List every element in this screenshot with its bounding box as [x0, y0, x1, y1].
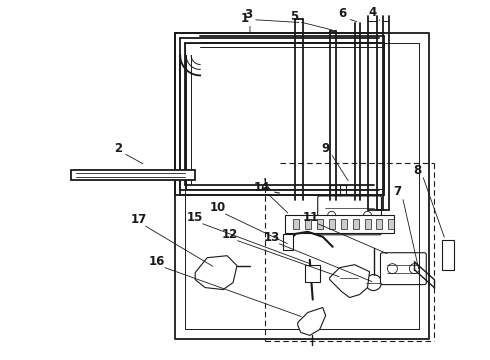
FancyBboxPatch shape [318, 196, 382, 235]
Text: 2: 2 [115, 141, 122, 155]
Polygon shape [329, 219, 335, 229]
Text: 15: 15 [187, 211, 203, 224]
Text: 13: 13 [264, 231, 280, 244]
Polygon shape [353, 219, 359, 229]
Text: 17: 17 [130, 213, 147, 226]
Text: 5: 5 [290, 10, 298, 23]
Circle shape [285, 239, 291, 245]
Polygon shape [330, 265, 369, 298]
Text: 14: 14 [254, 181, 270, 194]
Polygon shape [341, 219, 346, 229]
Text: 11: 11 [303, 211, 319, 224]
Polygon shape [317, 219, 323, 229]
Text: 6: 6 [339, 7, 347, 20]
FancyBboxPatch shape [380, 253, 426, 285]
Polygon shape [389, 219, 394, 229]
Polygon shape [305, 265, 319, 282]
Polygon shape [283, 234, 293, 250]
Polygon shape [195, 256, 237, 289]
Text: 1: 1 [241, 12, 249, 25]
Text: 10: 10 [210, 201, 226, 215]
Text: 3: 3 [244, 8, 252, 21]
Bar [340, 185, 345, 197]
Text: 9: 9 [321, 141, 330, 155]
Polygon shape [365, 219, 370, 229]
Polygon shape [305, 219, 311, 229]
Polygon shape [71, 170, 195, 180]
Bar [330, 185, 336, 197]
Text: 7: 7 [393, 185, 401, 198]
Polygon shape [298, 307, 326, 336]
Text: 4: 4 [368, 6, 377, 19]
Polygon shape [376, 219, 383, 229]
Polygon shape [285, 215, 394, 233]
Polygon shape [293, 219, 299, 229]
Text: 12: 12 [222, 228, 238, 241]
Text: 16: 16 [149, 255, 166, 268]
Polygon shape [442, 240, 454, 270]
Text: 8: 8 [413, 163, 421, 176]
